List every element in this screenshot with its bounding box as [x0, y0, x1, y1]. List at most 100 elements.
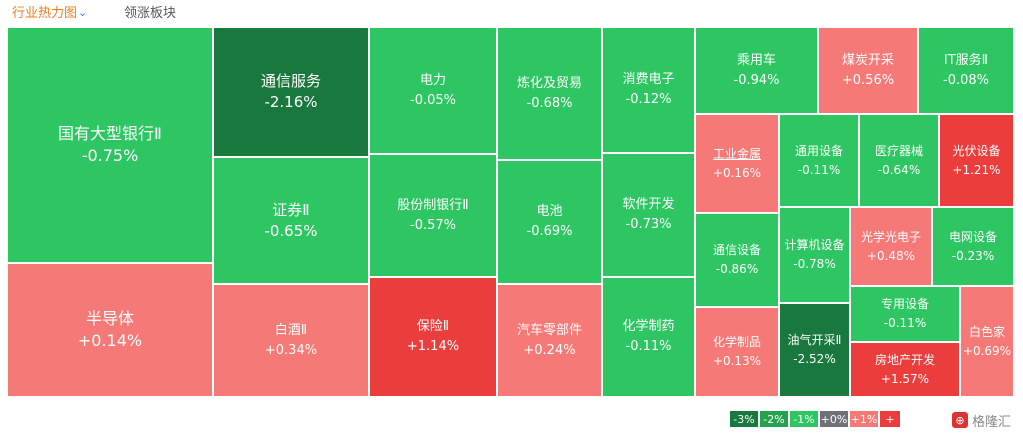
heatmap-cell[interactable]: 软件开发 -0.73% [603, 154, 696, 278]
heatmap-cell[interactable]: 房地产开发 +1.57% [851, 343, 961, 398]
heatmap-cell[interactable]: 半导体 +0.14% [8, 264, 214, 398]
heatmap-cell[interactable]: 化学制品 +0.13% [696, 308, 780, 398]
legend-item: -1% [790, 411, 820, 427]
cell-name: 光伏设备 [952, 143, 1001, 158]
legend-item: +1% [850, 411, 880, 427]
cell-name: 专用设备 [880, 297, 929, 311]
cell-name: 电池 [536, 204, 563, 219]
heatmap-cell[interactable]: 光学光电子 +0.48% [851, 208, 933, 287]
heatmap-cell[interactable]: 电力 -0.05% [370, 28, 498, 155]
cell-percent: +0.48% [866, 248, 916, 263]
logo-icon: ⊕ [952, 412, 968, 428]
cell-percent: +1.57% [880, 371, 930, 386]
cell-percent: -0.86% [715, 262, 759, 276]
cell-percent: -2.16% [264, 93, 318, 111]
cell-name: 乘用车 [736, 52, 776, 68]
heatmap-cell[interactable]: 化学制药 -0.11% [603, 278, 696, 398]
cell-percent: -0.11% [883, 316, 927, 330]
heatmap-cell[interactable]: 炼化及贸易 -0.68% [498, 28, 603, 161]
cell-percent: +1.21% [952, 162, 1001, 177]
legend-item: -2% [760, 411, 790, 427]
chevron-down-icon[interactable]: ⌄ [78, 6, 88, 19]
top-tab-bar: 行业热力图 ⌄ 领涨板块 [0, 0, 1023, 28]
cell-name: 保险Ⅱ [416, 319, 450, 334]
cell-percent: -0.64% [877, 162, 921, 177]
cell-percent: -0.23% [951, 248, 995, 263]
cell-name: 化学制品 [712, 335, 761, 349]
heatmap-cell[interactable]: 光伏设备 +1.21% [940, 115, 1015, 208]
heatmap-cell[interactable]: 保险Ⅱ +1.14% [370, 278, 498, 398]
heatmap-cell[interactable]: 证券Ⅱ -0.65% [214, 158, 370, 285]
brand-text: 格隆汇 [972, 414, 1012, 430]
heatmap-cell[interactable]: 专用设备 -0.11% [851, 287, 961, 343]
heatmap-cell[interactable]: 医疗器械 -0.64% [860, 115, 940, 208]
cell-percent: -0.08% [943, 72, 989, 88]
legend-item: +0% [820, 411, 850, 427]
heatmap-cell[interactable]: 电池 -0.69% [498, 161, 603, 285]
color-legend: -3% -2% -1% +0% +1% + [730, 411, 902, 429]
cell-name: 证券Ⅱ [272, 200, 310, 219]
heatmap-cell[interactable]: 通信设备 -0.86% [696, 214, 780, 308]
heatmap-cell[interactable]: 汽车零部件 +0.24% [498, 285, 603, 398]
cell-name: 白酒Ⅱ [274, 322, 308, 338]
tab-industry-heatmap[interactable]: 行业热力图 [12, 6, 78, 21]
cell-percent: -0.94% [733, 72, 780, 88]
tab-leading-sectors[interactable]: 领涨板块 [124, 6, 177, 21]
cell-percent: +0.16% [712, 165, 762, 180]
cell-percent: +0.34% [264, 342, 318, 358]
heatmap-cell[interactable]: 电网设备 -0.23% [933, 208, 1015, 287]
cell-percent: +0.56% [841, 72, 895, 88]
heatmap-cell[interactable]: 消费电子 -0.12% [603, 28, 696, 154]
heatmap-cell[interactable]: 通用设备 -0.11% [780, 115, 860, 208]
heatmap-cell[interactable]: 乘用车 -0.94% [696, 28, 819, 115]
cell-name: 通信服务 [260, 72, 321, 90]
cell-name: 消费电子 [622, 72, 675, 87]
cell-percent: -0.05% [410, 92, 456, 108]
heatmap-cell[interactable]: 白酒Ⅱ +0.34% [214, 285, 370, 398]
cell-name: 国有大型银行Ⅱ [58, 124, 162, 143]
legend-item: -3% [730, 411, 760, 427]
cell-name: 股份制银行Ⅱ [397, 197, 469, 213]
cell-name: 炼化及贸易 [516, 75, 582, 91]
heatmap-cell[interactable]: IT服务Ⅱ -0.08% [919, 28, 1015, 115]
cell-name: 光学光电子 [860, 229, 921, 244]
cell-percent: -0.12% [625, 92, 672, 107]
cell-name: 油气开采Ⅱ [787, 333, 842, 347]
cell-percent: +0.14% [77, 331, 143, 350]
cell-percent: -0.78% [793, 257, 836, 271]
cell-name: 化学制药 [622, 319, 675, 334]
cell-name: 医疗器械 [874, 143, 923, 158]
cell-percent: +1.14% [406, 339, 460, 354]
heatmap-cell[interactable]: 计算机设备 -0.78% [780, 208, 851, 304]
cell-percent: +0.24% [523, 342, 576, 358]
cell-percent: -0.68% [526, 95, 573, 111]
cell-name: 电网设备 [948, 229, 997, 244]
cell-percent: -0.11% [797, 162, 841, 177]
cell-name: 软件开发 [622, 197, 675, 212]
cell-name: 通信设备 [712, 243, 761, 257]
cell-name: 电力 [419, 72, 446, 88]
cell-percent: +0.13% [712, 354, 762, 368]
heatmap-cell[interactable]: 油气开采Ⅱ -2.52% [780, 304, 851, 398]
cell-name: 汽车零部件 [516, 322, 582, 338]
legend-item: + [880, 411, 902, 427]
cell-name: IT服务Ⅱ [943, 52, 989, 68]
heatmap-cell[interactable]: 煤炭开采 +0.56% [819, 28, 919, 115]
heatmap-cell[interactable]: 国有大型银行Ⅱ -0.75% [8, 28, 214, 264]
cell-name: 白色家 [968, 324, 1005, 339]
heatmap-cell[interactable]: 工业金属 +0.16% [696, 115, 780, 214]
heatmap-cell[interactable]: 通信服务 -2.16% [214, 28, 370, 158]
cell-name: 通用设备 [794, 143, 843, 158]
cell-name: 半导体 [85, 309, 134, 328]
cell-percent: -0.65% [264, 221, 318, 240]
heatmap-cell[interactable]: 股份制银行Ⅱ -0.57% [370, 155, 498, 278]
cell-percent: -0.57% [410, 217, 456, 233]
cell-percent: -0.69% [526, 224, 573, 239]
cell-name: 煤炭开采 [841, 52, 894, 68]
heatmap-cell[interactable]: 白色家 +0.69% [961, 287, 1015, 398]
cell-percent: -2.52% [793, 352, 836, 366]
cell-name: 工业金属 [712, 146, 761, 161]
cell-name: 计算机设备 [784, 238, 845, 252]
brand-watermark: ⊕ 格隆汇 [952, 410, 1022, 430]
cell-percent: +0.69% [962, 343, 1012, 358]
